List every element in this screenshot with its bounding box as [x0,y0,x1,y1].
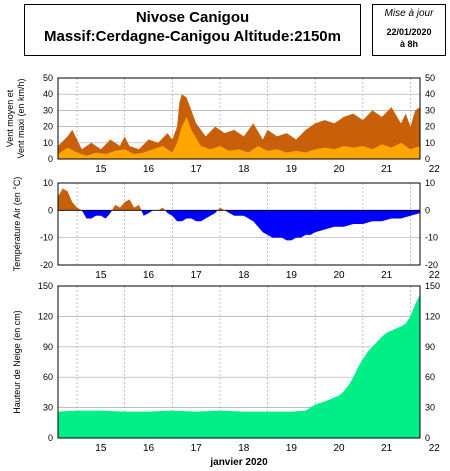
y-tick-label-right: 40 [425,89,435,99]
y-tick-label-left: 30 [43,403,53,413]
panel-wind: 0 0 10 10 20 20 30 30 40 40 50 50 15 16 17 18 19 20 21 22 Ve… [5,73,440,175]
x-tick-label: 17 [191,443,203,454]
y-tick-label-left: -10 [40,233,53,243]
y-tick-label-left: 0 [48,433,53,443]
y-tick-label-right: 20 [425,122,435,132]
y-tick-label-left: 50 [43,73,53,83]
y-tick-label-right: 90 [425,342,435,352]
x-tick-label: 22 [429,270,441,281]
x-tick-label: 17 [191,270,203,281]
x-tick-label: 20 [333,443,345,454]
update-label: Mise à jour [384,8,434,19]
x-tick-label: 18 [238,270,250,281]
y-tick-label-right: 0 [425,205,430,215]
y-tick-label-right: 150 [425,281,440,291]
y-tick-label-left: 20 [43,122,53,132]
x-tick-label: 18 [238,443,250,454]
chart-subtitle: Massif:Cerdagne-Canigou Altitude:2150m [44,28,341,45]
y-tick-label-left: -20 [40,260,53,270]
title-box: Nivose Canigou Massif:Cerdagne-Canigou A… [24,4,361,56]
panel-temperature: -20 -20 -10 -10 0 0 10 10 15 16 17 18 19 20 21 22 Tempér… [12,177,440,281]
update-date: 22/01/2020 [386,27,432,37]
y-axis-label: Hauteur de Neige (en cm) [12,310,22,414]
x-tick-label: 21 [381,270,393,281]
y-tick-label-left: 10 [43,138,53,148]
y-tick-label-right: 0 [425,154,430,164]
plot-frame-wind [57,77,421,160]
panel-snow: 0 0 30 30 60 60 90 90 120 120 150 150 15 16 17 18 19 20 21… [12,281,440,468]
x-tick-label: 15 [95,270,107,281]
x-tick-label: 18 [238,164,250,175]
y-tick-label-left: 120 [38,311,53,321]
y-tick-label-left: 0 [48,154,53,164]
series-temp-negative [81,210,420,241]
y-tick-label-right: -10 [425,233,438,243]
x-tick-label: 16 [143,443,155,454]
y-tick-label-left: 90 [43,342,53,352]
x-tick-label: 15 [95,443,107,454]
y-tick-label-right: 30 [425,403,435,413]
x-tick-label: 21 [381,164,393,175]
series-snow [58,294,420,438]
x-tick-label: 17 [191,164,203,175]
y-tick-label-right: 60 [425,372,435,382]
x-tick-label: 16 [143,164,155,175]
y-tick-label-left: 30 [43,105,53,115]
update-time: à 8h [399,39,418,49]
x-tick-label: 15 [95,164,107,175]
y-axis-label-line2: Vent maxi (en km/h) [16,78,26,158]
y-tick-label-left: 150 [38,281,53,291]
x-axis-label: janvier 2020 [209,457,268,468]
x-tick-label: 19 [286,164,298,175]
y-tick-label-right: 50 [425,73,435,83]
y-axis-label: Température Air (en °C) [12,177,22,272]
y-tick-label-right: 120 [425,311,440,321]
update-box: Mise à jour 22/01/2020 à 8h [372,4,446,56]
y-tick-label-right: 10 [425,178,435,188]
plot-frame-snow [57,285,421,439]
plot-frame-temperature [57,182,421,266]
chart-title: Nivose Canigou [135,9,250,26]
y-tick-label-right: 30 [425,105,435,115]
x-tick-label: 16 [143,270,155,281]
x-tick-label: 20 [333,164,345,175]
y-axis-label-line1: Vent moyen et [5,89,15,147]
x-tick-label: 20 [333,270,345,281]
x-tick-label: 19 [286,443,298,454]
y-tick-label-right: 10 [425,138,435,148]
y-tick-label-left: 60 [43,372,53,382]
y-tick-label-left: 10 [43,178,53,188]
y-tick-label-left: 0 [48,205,53,215]
y-tick-label-left: 40 [43,89,53,99]
series-wind-max [58,94,420,159]
series-wind-mean [58,116,420,159]
x-tick-label: 22 [429,164,441,175]
x-tick-label: 21 [381,443,393,454]
y-tick-label-right: -20 [425,260,438,270]
y-tick-label-right: 0 [425,433,430,443]
x-tick-label: 22 [429,443,441,454]
x-tick-label: 19 [286,270,298,281]
